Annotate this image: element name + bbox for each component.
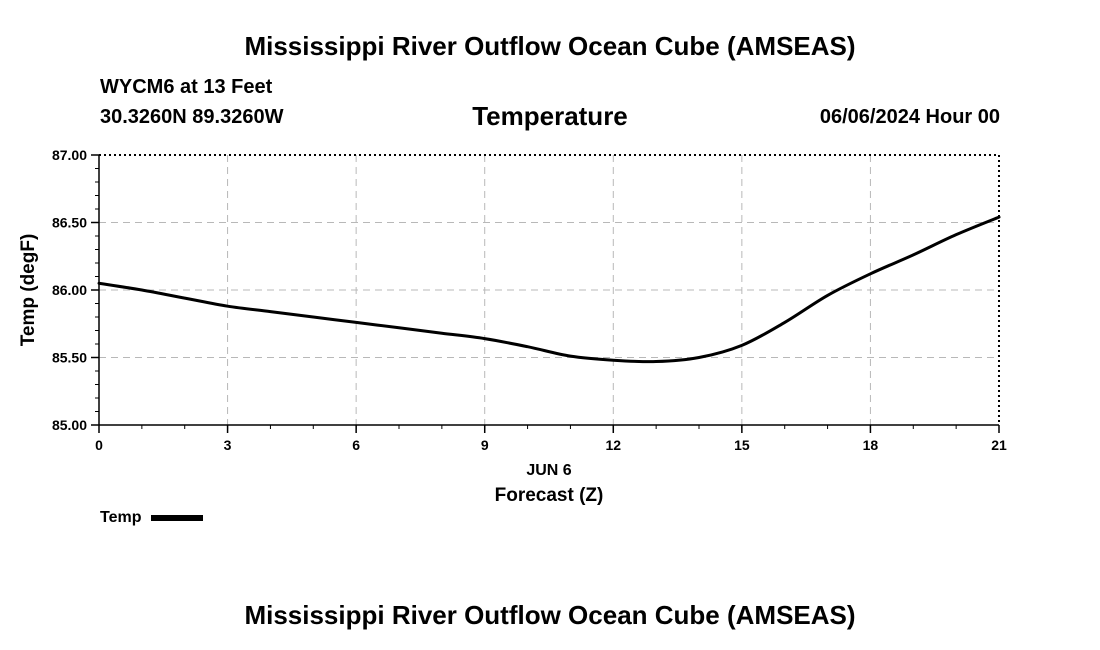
y-tick-label: 86.50 [52, 215, 87, 231]
series-line-temp [97, 215, 1001, 364]
x-axis-date-label: JUN 6 [526, 462, 571, 479]
x-tick-label: 12 [605, 437, 621, 453]
y-tick-label: 85.00 [52, 417, 87, 433]
station-label: WYCM6 at 13 Feet [100, 76, 273, 98]
y-tick-label: 85.50 [52, 350, 87, 366]
legend: Temp [100, 509, 204, 527]
chart-footer-title: Mississippi River Outflow Ocean Cube (AM… [244, 600, 856, 630]
legend-swatch-temp [151, 515, 204, 521]
y-tick-label: 87.00 [52, 147, 87, 163]
x-tick-label: 0 [95, 437, 103, 453]
x-tick-label: 9 [481, 437, 489, 453]
legend-label-temp: Temp [100, 509, 142, 526]
y-axis-title: Temp (degF) [18, 234, 39, 347]
x-tick-label: 15 [734, 437, 750, 453]
x-tick-label: 21 [991, 437, 1007, 453]
variable-title: Temperature [472, 101, 628, 131]
x-axis-title: Forecast (Z) [495, 485, 604, 506]
y-tick-label: 86.00 [52, 282, 87, 298]
datetime-label: 06/06/2024 Hour 00 [819, 106, 1000, 128]
coordinates-label: 30.3260N 89.3260W [100, 106, 284, 128]
x-tick-label: 18 [863, 437, 879, 453]
chart-main-title: Mississippi River Outflow Ocean Cube (AM… [244, 31, 856, 61]
x-tick-label: 6 [352, 437, 360, 453]
x-tick-label: 3 [224, 437, 232, 453]
